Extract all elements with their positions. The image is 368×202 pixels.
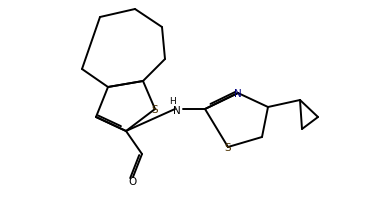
Text: H: H xyxy=(170,97,176,106)
Text: N: N xyxy=(173,105,181,115)
Text: N: N xyxy=(234,88,242,99)
Text: S: S xyxy=(152,104,158,115)
Text: O: O xyxy=(129,176,137,186)
Text: S: S xyxy=(225,142,231,152)
